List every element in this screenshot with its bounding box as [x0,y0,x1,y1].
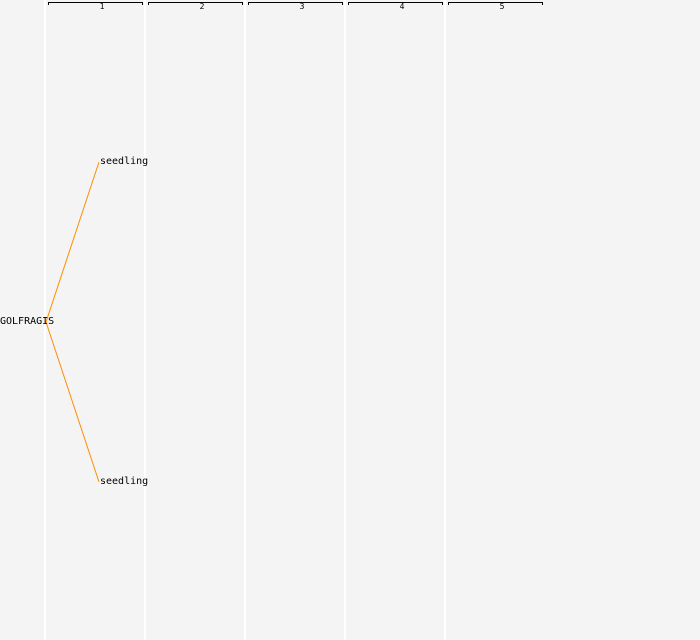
column-bracket-1 [48,2,143,5]
column-label-5: 5 [499,2,505,11]
child-node-2[interactable]: seedling [100,476,149,487]
column-bracket-2 [148,2,243,5]
column-label-4: 4 [399,2,405,11]
column-separator [344,0,346,640]
root-node[interactable]: GOLFRAGIS [0,316,55,327]
column-label-2: 2 [199,2,205,11]
column-label-1: 1 [99,2,105,11]
column-separator [44,0,46,640]
edge-root-child-1 [45,161,100,323]
column-bracket-3 [248,2,343,5]
edge-root-child-2 [45,321,100,483]
column-separator [444,0,446,640]
column-separator [144,0,146,640]
column-bracket-4 [348,2,443,5]
column-separator [244,0,246,640]
child-node-1[interactable]: seedling [100,156,149,167]
column-bracket-5 [448,2,543,5]
column-label-3: 3 [299,2,305,11]
